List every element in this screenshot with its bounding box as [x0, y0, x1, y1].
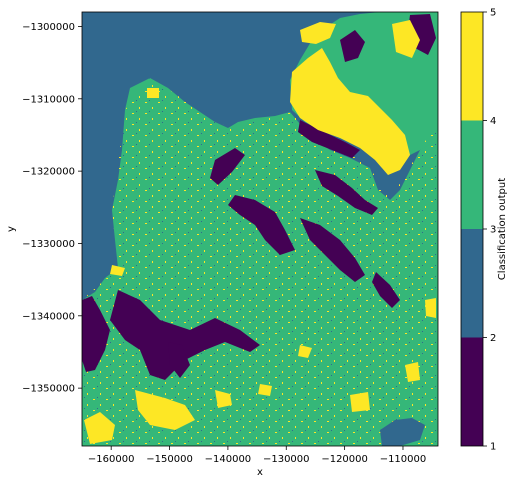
y-axis-label: y: [6, 226, 17, 232]
colorbar-segment: [461, 337, 483, 446]
x-tick-label: −110000: [380, 454, 427, 465]
colorbar-segment: [461, 12, 483, 121]
classification-raster: [82, 12, 438, 446]
x-axis: −160000 −150000 −140000 −130000 −120000 −1100…: [88, 446, 426, 465]
y-axis: −1300000 −1310000 −1320000 −1330000 −1340000…: [22, 22, 82, 395]
colorbar-tick-label: 2: [490, 333, 496, 344]
plot-frame: [81, 11, 439, 447]
colorbar-segment: [461, 229, 483, 338]
x-axis-label: x: [257, 467, 263, 478]
colorbar-tick-label: 3: [490, 225, 496, 236]
wetland-areas: [82, 14, 436, 380]
class-4-patches: [84, 20, 436, 444]
colorbar-segment: [461, 120, 483, 229]
x-tick-label: −130000: [263, 454, 310, 465]
colorbar-tick-label: 4: [490, 116, 496, 127]
colorbar-tick-label: 5: [490, 8, 496, 19]
y-tick-label: −1350000: [22, 384, 75, 395]
x-tick-label: −140000: [205, 454, 252, 465]
x-tick-label: −120000: [321, 454, 368, 465]
x-tick-label: −150000: [146, 454, 193, 465]
y-tick-label: −1320000: [22, 167, 75, 178]
colorbar-ticks: 1 2 3 4 5: [483, 8, 496, 453]
lower-reservoir: [380, 418, 425, 446]
colorbar-tick-label: 1: [490, 442, 496, 453]
y-tick-label: −1300000: [22, 22, 75, 33]
x-tick-label: −160000: [88, 454, 135, 465]
colorbar-label: Classification output: [497, 178, 508, 280]
colorbar: [461, 12, 483, 446]
y-tick-label: −1340000: [22, 311, 75, 322]
y-tick-label: −1330000: [22, 239, 75, 250]
y-tick-label: −1310000: [22, 94, 75, 105]
